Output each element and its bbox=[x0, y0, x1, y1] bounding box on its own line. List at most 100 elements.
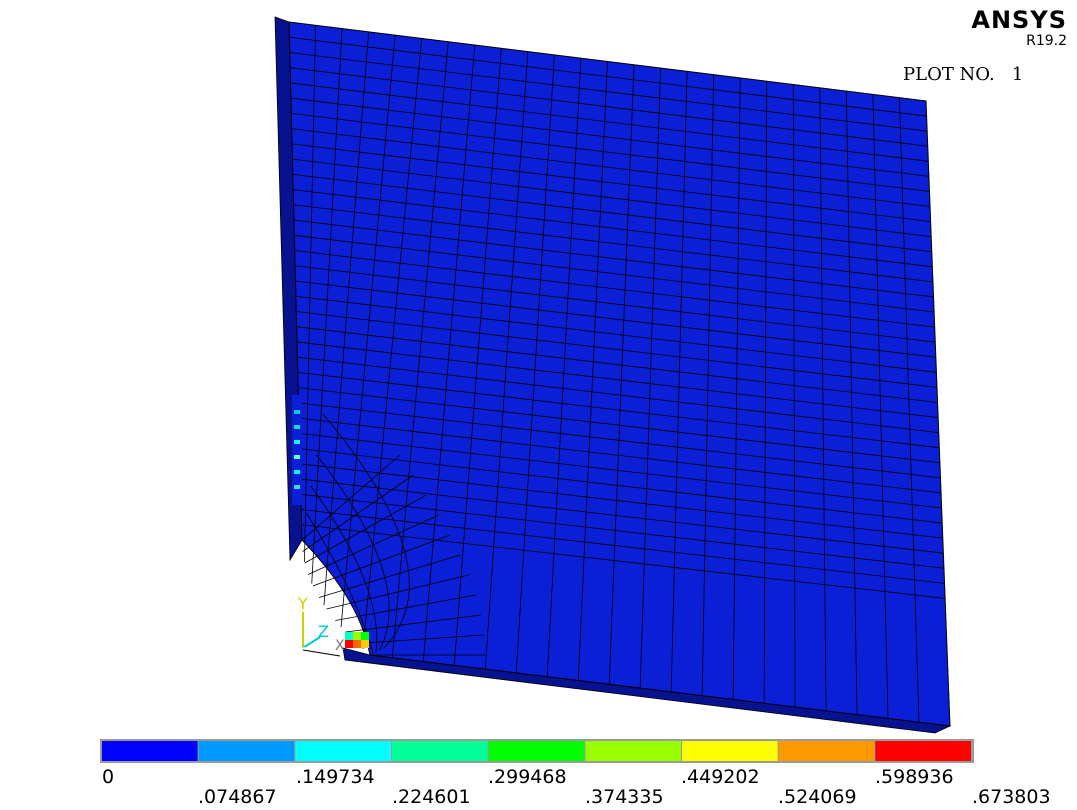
mesh-line bbox=[484, 51, 529, 670]
mesh-line bbox=[291, 128, 931, 207]
mesh-line bbox=[546, 58, 582, 677]
mesh-line bbox=[299, 448, 943, 524]
mesh-line bbox=[362, 38, 423, 649]
mesh-line bbox=[312, 534, 451, 587]
mesh-line bbox=[792, 84, 796, 708]
legend-band bbox=[102, 741, 198, 761]
mesh-line bbox=[639, 68, 661, 689]
legend-label-bottom-0: .074867 bbox=[198, 786, 277, 808]
mesh-line bbox=[301, 524, 946, 599]
mesh-line bbox=[340, 35, 396, 628]
mesh-line bbox=[297, 372, 940, 449]
mesh-line bbox=[290, 67, 928, 147]
legend-band bbox=[682, 741, 778, 761]
mesh-line bbox=[391, 41, 449, 658]
mesh-line bbox=[701, 74, 715, 696]
mesh-line bbox=[304, 25, 316, 562]
mesh-line bbox=[608, 64, 635, 685]
mesh-line bbox=[318, 554, 461, 598]
mesh-line bbox=[577, 61, 608, 681]
legend-band bbox=[585, 741, 681, 761]
brand-name: ANSYS bbox=[971, 6, 1067, 34]
legend-label-bottom-4: .673803 bbox=[972, 786, 1051, 808]
mesh-line bbox=[357, 634, 484, 644]
mesh-line bbox=[515, 54, 555, 673]
triad-z-label: Z bbox=[318, 622, 329, 641]
triad-x-label: X bbox=[335, 638, 345, 654]
mesh-line bbox=[819, 87, 827, 711]
legend-band bbox=[392, 741, 488, 761]
mesh-line bbox=[292, 173, 932, 253]
mesh-line bbox=[300, 493, 944, 569]
mesh-line bbox=[311, 28, 343, 584]
mesh-line bbox=[732, 77, 741, 700]
mesh-line bbox=[293, 189, 933, 268]
mesh-line bbox=[422, 45, 476, 662]
version-label: R19.2 bbox=[1026, 33, 1067, 49]
mesh-line bbox=[294, 234, 935, 313]
legend-label-top-1: .149734 bbox=[296, 766, 375, 788]
mesh-arc bbox=[315, 454, 390, 651]
mesh-line bbox=[323, 31, 370, 606]
triad-y-label: Y bbox=[298, 594, 308, 613]
ansys-logo: ANSYS R19.2 bbox=[971, 6, 1067, 48]
mesh-arc bbox=[310, 485, 378, 653]
mesh-line bbox=[670, 71, 688, 692]
mesh-line bbox=[293, 204, 933, 283]
mesh-line bbox=[292, 158, 932, 238]
mesh-line bbox=[290, 97, 929, 177]
legend-label-top-3: .449202 bbox=[681, 766, 760, 788]
legend-band bbox=[488, 741, 585, 761]
mesh-line bbox=[290, 82, 929, 162]
plot-number-label: PLOT NO. bbox=[903, 64, 995, 85]
mesh-line bbox=[301, 454, 401, 541]
mesh-line bbox=[296, 341, 939, 418]
mesh-line bbox=[298, 387, 940, 464]
mesh-line bbox=[302, 474, 414, 552]
mesh-line bbox=[295, 280, 936, 358]
mesh-line bbox=[293, 219, 934, 298]
mesh-line bbox=[292, 143, 931, 222]
plot-number: PLOT NO. 1 bbox=[903, 64, 1023, 85]
mesh-line bbox=[763, 81, 768, 704]
mesh-arc bbox=[322, 413, 410, 649]
mesh-line bbox=[301, 509, 945, 584]
contour-legend-bar bbox=[100, 739, 974, 763]
coordinate-triad bbox=[302, 612, 341, 657]
plate-bottom-edge bbox=[342, 647, 952, 734]
mesh-line bbox=[295, 265, 936, 343]
legend-label-bottom-1: .224601 bbox=[392, 786, 471, 808]
mesh-line bbox=[453, 48, 502, 666]
legend-band bbox=[295, 741, 391, 761]
mesh-line bbox=[872, 94, 889, 719]
mesh-grid bbox=[289, 25, 946, 723]
plot-number-value: 1 bbox=[1011, 64, 1024, 85]
legend-label-top-0: 0 bbox=[102, 766, 115, 788]
mesh-line bbox=[296, 311, 938, 388]
legend-label-bottom-3: .524069 bbox=[778, 786, 857, 808]
legend-label-bottom-2: .374335 bbox=[585, 786, 664, 808]
mesh-line bbox=[294, 250, 935, 328]
mesh-line bbox=[297, 356, 939, 434]
mesh-line bbox=[299, 432, 942, 509]
mesh-line bbox=[326, 574, 469, 610]
mesh-line bbox=[345, 614, 481, 633]
mesh-line bbox=[291, 113, 930, 192]
mesh-line bbox=[298, 417, 942, 494]
mesh-line bbox=[295, 295, 937, 373]
hot-spot bbox=[292, 395, 369, 648]
mesh-line bbox=[298, 402, 941, 479]
legend-band bbox=[875, 741, 971, 761]
mesh-line bbox=[899, 97, 920, 723]
mesh-line bbox=[289, 52, 928, 132]
legend-label-top-2: .299468 bbox=[488, 766, 567, 788]
legend-label-top-4: .598936 bbox=[875, 766, 954, 788]
mesh-line bbox=[845, 91, 858, 715]
mesh-line bbox=[335, 594, 476, 621]
legend-band bbox=[198, 741, 295, 761]
legend-band bbox=[778, 741, 875, 761]
mesh-line bbox=[300, 463, 943, 539]
mesh-line bbox=[296, 326, 938, 403]
